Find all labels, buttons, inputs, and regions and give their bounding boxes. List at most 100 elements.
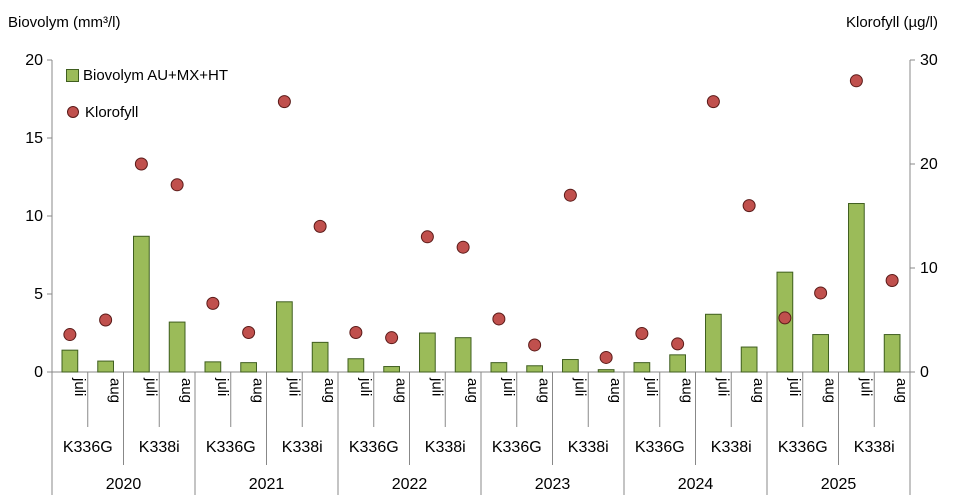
x-station-label: K338i <box>282 439 323 456</box>
scatter-point <box>313 219 327 233</box>
bar <box>168 321 186 373</box>
bar <box>97 360 114 373</box>
x-month-label: juli <box>643 377 660 396</box>
scatter-point <box>814 286 828 300</box>
scatter-point <box>99 313 113 327</box>
x-month-label: juli <box>714 377 731 396</box>
scatter-point <box>63 328 77 342</box>
scatter-point <box>635 327 649 341</box>
x-year-label: 2025 <box>821 476 857 493</box>
x-month-label: juli <box>571 377 588 396</box>
x-station-label: K338i <box>425 439 466 456</box>
bar <box>883 334 901 373</box>
x-month-label: aug <box>536 378 553 403</box>
scatter-point <box>599 350 613 364</box>
scatter-point <box>885 273 899 287</box>
bar <box>597 369 615 373</box>
y-left-tick-label: 20 <box>25 52 43 69</box>
x-station-label: K338i <box>854 439 895 456</box>
scatter-point <box>778 311 792 325</box>
y-left-tick-label: 10 <box>25 208 43 225</box>
x-month-label: juli <box>786 377 803 396</box>
x-month-label: juli <box>357 377 374 396</box>
x-station-label: K336G <box>635 439 685 456</box>
scatter-point <box>420 230 434 244</box>
bar <box>454 337 472 373</box>
x-month-label: juli <box>857 377 874 396</box>
bar <box>562 359 579 373</box>
y-right-tick-label: 0 <box>920 364 929 381</box>
x-station-label: K336G <box>778 439 828 456</box>
x-station-label: K338i <box>568 439 609 456</box>
x-month-label: aug <box>393 378 410 403</box>
x-year-label: 2021 <box>249 476 285 493</box>
x-month-label: juli <box>285 377 302 396</box>
legend-bar-swatch <box>66 68 79 82</box>
bar <box>383 366 400 373</box>
bar <box>240 362 257 373</box>
x-station-label: K336G <box>492 439 542 456</box>
bar <box>61 349 79 373</box>
bar <box>812 334 829 373</box>
bar <box>133 235 150 373</box>
x-year-label: 2020 <box>106 476 142 493</box>
scatter-point <box>242 325 256 339</box>
bar <box>311 341 329 373</box>
x-month-label: aug <box>893 378 910 403</box>
scatter-point <box>349 325 363 339</box>
scatter-point <box>277 95 291 109</box>
x-station-label: K338i <box>139 439 180 456</box>
bar <box>276 301 293 373</box>
scatter-point <box>170 178 184 192</box>
legend-item-klorofyll: Klorofyll <box>66 101 228 123</box>
x-month-label: aug <box>679 378 696 403</box>
x-month-label: juli <box>428 377 445 396</box>
y-left-tick-label: 5 <box>34 286 43 303</box>
bar <box>705 313 722 373</box>
x-year-label: 2022 <box>392 476 428 493</box>
x-station-label: K336G <box>63 439 113 456</box>
x-station-label: K336G <box>349 439 399 456</box>
x-month-label: juli <box>71 377 88 396</box>
x-month-label: juli <box>214 377 231 396</box>
scatter-point <box>134 157 148 171</box>
y-right-tick-label: 10 <box>920 260 938 277</box>
x-month-label: aug <box>822 378 839 403</box>
y-axis-left-title: Biovolym (mm³/l) <box>8 14 121 31</box>
scatter-point <box>206 296 220 310</box>
bar <box>848 203 865 373</box>
x-year-label: 2023 <box>535 476 571 493</box>
x-month-label: aug <box>107 378 124 403</box>
legend-item-biovolym: Biovolym AU+MX+HT <box>66 64 228 86</box>
x-month-label: aug <box>464 378 481 403</box>
x-year-label: 2024 <box>678 476 714 493</box>
scatter-point <box>492 312 506 326</box>
scatter-point <box>456 240 470 254</box>
y-left-tick-label: 15 <box>25 130 43 147</box>
x-station-label: K338i <box>711 439 752 456</box>
bar <box>204 361 222 373</box>
y-right-tick-label: 30 <box>920 52 938 69</box>
x-month-label: aug <box>750 378 767 403</box>
scatter-point <box>706 95 720 109</box>
bar <box>526 365 543 373</box>
x-month-label: aug <box>321 378 338 403</box>
bar <box>347 358 365 373</box>
scatter-point <box>742 199 756 213</box>
bar <box>669 354 686 373</box>
bar <box>633 362 651 373</box>
scatter-point <box>849 74 863 88</box>
y-axis-right-title: Klorofyll (µg/l) <box>846 14 938 31</box>
x-station-label: K336G <box>206 439 256 456</box>
scatter-point <box>563 188 577 202</box>
scatter-point <box>385 331 399 345</box>
x-month-label: aug <box>607 378 624 403</box>
legend: Biovolym AU+MX+HT Klorofyll <box>66 64 228 138</box>
legend-label-biovolym: Biovolym AU+MX+HT <box>83 66 229 84</box>
legend-label-klorofyll: Klorofyll <box>85 103 139 121</box>
bar <box>419 332 436 373</box>
legend-dot-swatch <box>67 106 79 118</box>
x-month-label: aug <box>178 378 195 403</box>
scatter-point <box>528 338 542 352</box>
